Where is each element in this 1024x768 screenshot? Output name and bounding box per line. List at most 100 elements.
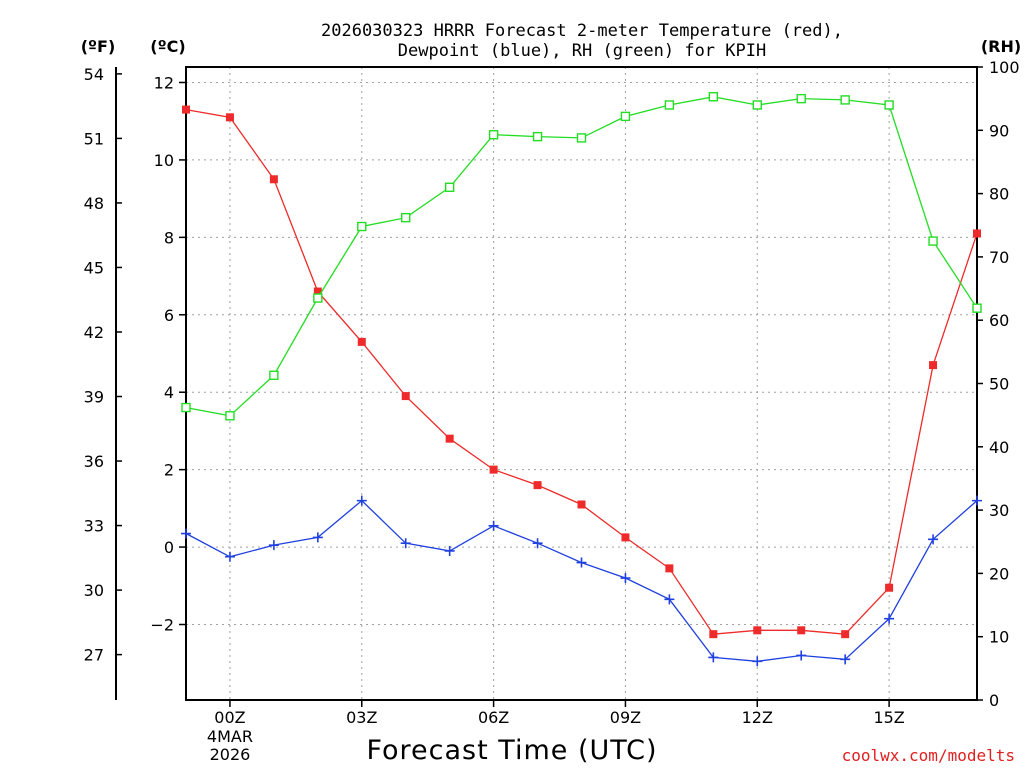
dewpoint-point	[840, 654, 851, 665]
dewpoint-point	[928, 534, 939, 545]
dewpoint-point	[181, 528, 191, 539]
rh-point	[488, 130, 499, 140]
rh-tick-label: 90	[989, 121, 1009, 140]
x-axis-title: Forecast Time (UTC)	[366, 735, 657, 766]
rh-point	[664, 100, 675, 110]
dewpoint-point	[400, 538, 411, 549]
rh-tick-label: 0	[989, 691, 999, 710]
rh-unit-label: (RH)	[981, 37, 1021, 56]
temperature-point	[841, 630, 850, 639]
x-tick-sublabel: 4MAR	[207, 727, 253, 746]
fahrenheit-tick-label: 45	[84, 258, 104, 277]
temperature-point	[225, 113, 234, 122]
chart-title-line-2: Dewpoint (blue), RH (green) for KPIH	[398, 41, 766, 61]
celsius-tick-label: −2	[150, 616, 174, 635]
temperature-point	[885, 583, 894, 592]
dewpoint-point	[532, 538, 543, 549]
temperature-point	[621, 533, 630, 542]
rh-point	[752, 100, 762, 110]
dewpoint-point	[576, 557, 587, 568]
fahrenheit-tick-label: 27	[84, 646, 104, 665]
rh-point	[444, 182, 455, 192]
rh-tick-label: 40	[989, 438, 1009, 457]
x-tick-label: 03Z	[346, 708, 377, 727]
rh-point	[620, 111, 631, 122]
rh-point	[972, 303, 982, 313]
temperature-point	[665, 564, 674, 573]
x-tick-label: 15Z	[873, 708, 904, 727]
celsius-tick-label: 12	[154, 73, 174, 92]
fahrenheit-tick-label: 39	[84, 388, 104, 407]
temperature-point	[973, 229, 981, 238]
series-line-dewpoint	[185, 499, 978, 662]
credit-text: coolwx.com/modelts	[842, 746, 1015, 765]
dewpoint-point	[488, 520, 499, 531]
rh-point	[225, 411, 235, 421]
dewpoint-point	[708, 652, 719, 663]
rh-point	[708, 92, 719, 102]
temperature-point	[489, 465, 498, 474]
plot-frame	[185, 66, 978, 701]
rh-tick-label: 10	[989, 628, 1009, 647]
data-series	[181, 92, 982, 667]
dewpoint-point	[444, 545, 455, 556]
x-tick-label: 00Z	[214, 708, 245, 727]
rh-point	[796, 93, 806, 104]
rh-point	[401, 212, 411, 223]
celsius-tick-label: 10	[154, 151, 174, 170]
temperature-point	[357, 337, 366, 346]
grid-lines	[186, 67, 977, 700]
rh-point	[269, 370, 279, 380]
celsius-tick-label: 0	[164, 538, 174, 557]
dewpoint-point	[356, 495, 367, 506]
temperature-point	[709, 630, 718, 639]
temperature-point	[182, 105, 190, 114]
rh-tick-label: 20	[989, 564, 1009, 583]
chart-title-line-1: 2026030323 HRRR Forecast 2-meter Tempera…	[321, 21, 843, 41]
chart-text: 2026030323 HRRR Forecast 2-meter Tempera…	[81, 21, 1021, 766]
dewpoint-point	[268, 540, 279, 551]
rh-point	[357, 221, 367, 232]
temperature-point	[753, 626, 762, 635]
fahrenheit-tick-label: 36	[84, 452, 104, 471]
celsius-tick-label: 4	[164, 383, 174, 402]
dewpoint-point	[620, 573, 631, 584]
x-tick-sublabel: 2026	[210, 745, 251, 764]
rh-tick-label: 100	[989, 58, 1020, 77]
fahrenheit-tick-label: 54	[84, 65, 104, 84]
rh-point	[181, 402, 191, 413]
dewpoint-point	[664, 594, 675, 605]
x-tick-label: 06Z	[478, 708, 509, 727]
rh-tick-label: 80	[989, 185, 1009, 204]
celsius-tick-label: 8	[164, 228, 174, 247]
dewpoint-point	[752, 656, 763, 667]
fahrenheit-tick-label: 48	[84, 194, 104, 213]
rh-point	[884, 100, 894, 110]
series-line-temperature	[185, 108, 978, 635]
rh-tick-label: 70	[989, 248, 1009, 267]
fahrenheit-tick-label: 30	[84, 581, 104, 600]
series-dewpoint	[181, 495, 982, 667]
series-rh	[181, 92, 982, 421]
dewpoint-point	[312, 532, 323, 543]
temperature-point	[269, 175, 278, 184]
fahrenheit-tick-label: 33	[84, 517, 104, 536]
rh-tick-label: 50	[989, 375, 1009, 394]
temperature-point	[313, 287, 322, 296]
x-tick-label: 09Z	[610, 708, 641, 727]
rh-point	[313, 293, 323, 303]
fahrenheit-tick-label: 51	[84, 129, 104, 148]
dewpoint-point	[884, 613, 895, 624]
temperature-point	[445, 434, 454, 443]
dewpoint-point	[224, 551, 235, 562]
temperature-point	[533, 481, 542, 490]
celsius-tick-label: 2	[164, 461, 174, 480]
rh-point	[840, 95, 850, 105]
axes: 121086420−254514845423936333027100908070…	[84, 58, 1020, 764]
celsius-tick-label: 6	[164, 306, 174, 325]
series-temperature	[182, 105, 981, 639]
dewpoint-point	[796, 650, 807, 661]
fahrenheit-tick-label: 42	[84, 323, 104, 342]
rh-tick-label: 60	[989, 311, 1009, 330]
